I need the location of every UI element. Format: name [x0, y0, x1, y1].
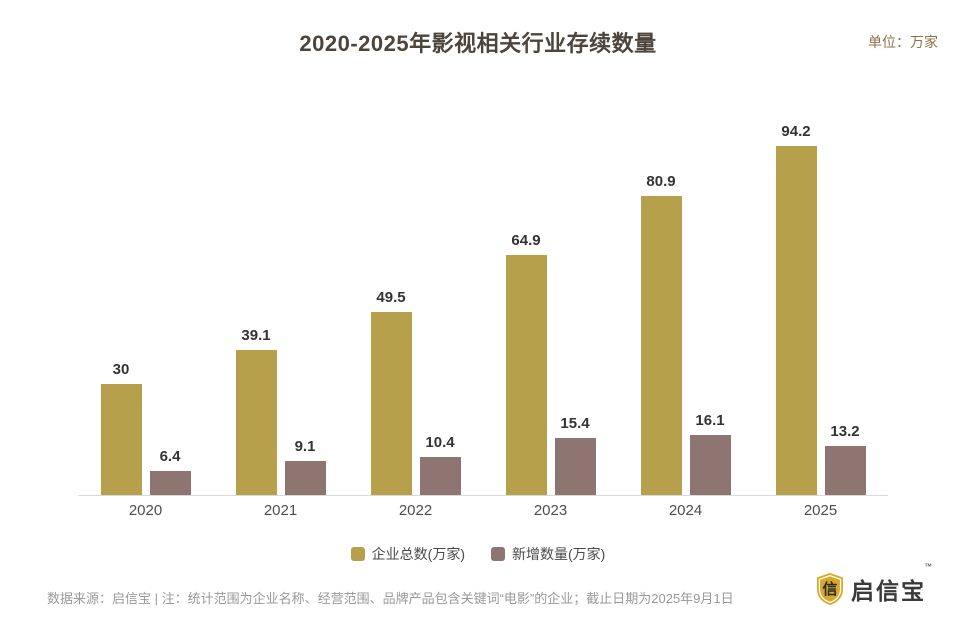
legend-label: 企业总数(万家): [371, 546, 465, 562]
total-bar-wrap-2023: 64.9: [505, 231, 547, 495]
bar-value-label: 10.4: [425, 433, 455, 451]
x-axis-label-2022: 2022: [398, 502, 433, 519]
bar-group-2022: 49.5 10.4: [348, 100, 483, 495]
legend-label: 新增数量(万家): [512, 546, 606, 562]
svg-text:信: 信: [822, 580, 837, 598]
bar-value-label: 6.4: [159, 448, 181, 466]
unit-label: 单位：万家: [868, 34, 938, 50]
new-bar-wrap-2021: 9.1: [284, 438, 326, 495]
x-axis-label-2021: 2021: [263, 502, 298, 519]
bar-value-label: 80.9: [646, 172, 676, 190]
bar-group-2020: 30 6.4: [78, 100, 213, 495]
plot-area: 30 6.4 39.1 9.1 49.5 10.4 64.9 15.4 80.9 16.1 94.2…: [78, 100, 888, 496]
x-axis-labels: 2020 2021 2022 2023 2024 2025: [78, 502, 888, 519]
bar-value-label: 49.5: [376, 288, 406, 306]
bar-group-2025: 94.2 13.2: [753, 100, 888, 495]
new-bar-2020: [149, 471, 191, 495]
new-bar-2023: [554, 438, 596, 495]
total-bar-wrap-2024: 80.9: [640, 172, 682, 495]
total-bar-wrap-2022: 49.5: [370, 288, 412, 495]
brand-name: 启信宝 ™: [851, 562, 934, 606]
bar-value-label: 30: [112, 361, 130, 378]
bar-value-label: 15.4: [560, 415, 590, 433]
new-bar-2024: [689, 435, 731, 495]
new-bar-2022: [419, 456, 461, 495]
bar-group-2021: 39.1 9.1: [213, 100, 348, 495]
x-axis-label-2025: 2025: [803, 502, 838, 519]
total-bar-wrap-2020: 30: [100, 361, 142, 495]
total-bar-2021: [235, 350, 277, 495]
trademark-symbol: ™: [924, 562, 932, 571]
new-bar-2025: [824, 446, 866, 495]
source-note: 数据来源：启信宝 | 注：统计范围为企业名称、经营范围、品牌产品包含关键词“电影…: [47, 591, 734, 606]
total-bar-2023: [505, 254, 547, 495]
legend-swatch-icon: [491, 547, 505, 561]
legend-swatch-icon: [350, 547, 365, 561]
brand-name-text: 启信宝: [851, 578, 926, 604]
bar-group-2024: 80.9 16.1: [618, 100, 753, 495]
x-axis-label-2023: 2023: [533, 502, 568, 519]
total-bar-2022: [370, 311, 412, 495]
legend-item-1: 新增数量(万家): [491, 544, 605, 564]
x-axis-label-2020: 2020: [128, 502, 163, 519]
chart-title: 2020-2025年影视相关行业存续数量: [299, 31, 657, 56]
bar-value-label: 9.1: [294, 438, 316, 456]
total-bar-2025: [775, 146, 817, 495]
total-bar-wrap-2025: 94.2: [775, 123, 817, 495]
bar-group-2023: 64.9 15.4: [483, 100, 618, 495]
legend: 企业总数(万家) 新增数量(万家): [0, 544, 956, 564]
bar-value-label: 13.2: [830, 423, 860, 441]
new-bar-wrap-2025: 13.2: [824, 423, 866, 495]
brand-logo: 信 启信宝 ™: [816, 562, 934, 606]
new-bar-wrap-2020: 6.4: [149, 448, 191, 495]
total-bar-2024: [640, 195, 682, 495]
bar-groups: 30 6.4 39.1 9.1 49.5 10.4 64.9 15.4 80.9 16.1 94.2…: [78, 100, 888, 495]
legend-item-0: 企业总数(万家): [350, 544, 465, 564]
bar-value-label: 16.1: [695, 412, 725, 430]
total-bar-2020: [100, 384, 142, 495]
new-bar-wrap-2024: 16.1: [689, 412, 731, 495]
new-bar-wrap-2023: 15.4: [554, 415, 596, 495]
bar-value-label: 64.9: [511, 231, 541, 249]
bar-value-label: 39.1: [241, 327, 271, 345]
new-bar-2021: [284, 461, 326, 495]
shield-icon: 信: [817, 573, 843, 605]
x-axis-label-2024: 2024: [668, 502, 703, 519]
total-bar-wrap-2021: 39.1: [235, 327, 277, 495]
bar-value-label: 94.2: [781, 123, 811, 141]
new-bar-wrap-2022: 10.4: [419, 433, 461, 495]
